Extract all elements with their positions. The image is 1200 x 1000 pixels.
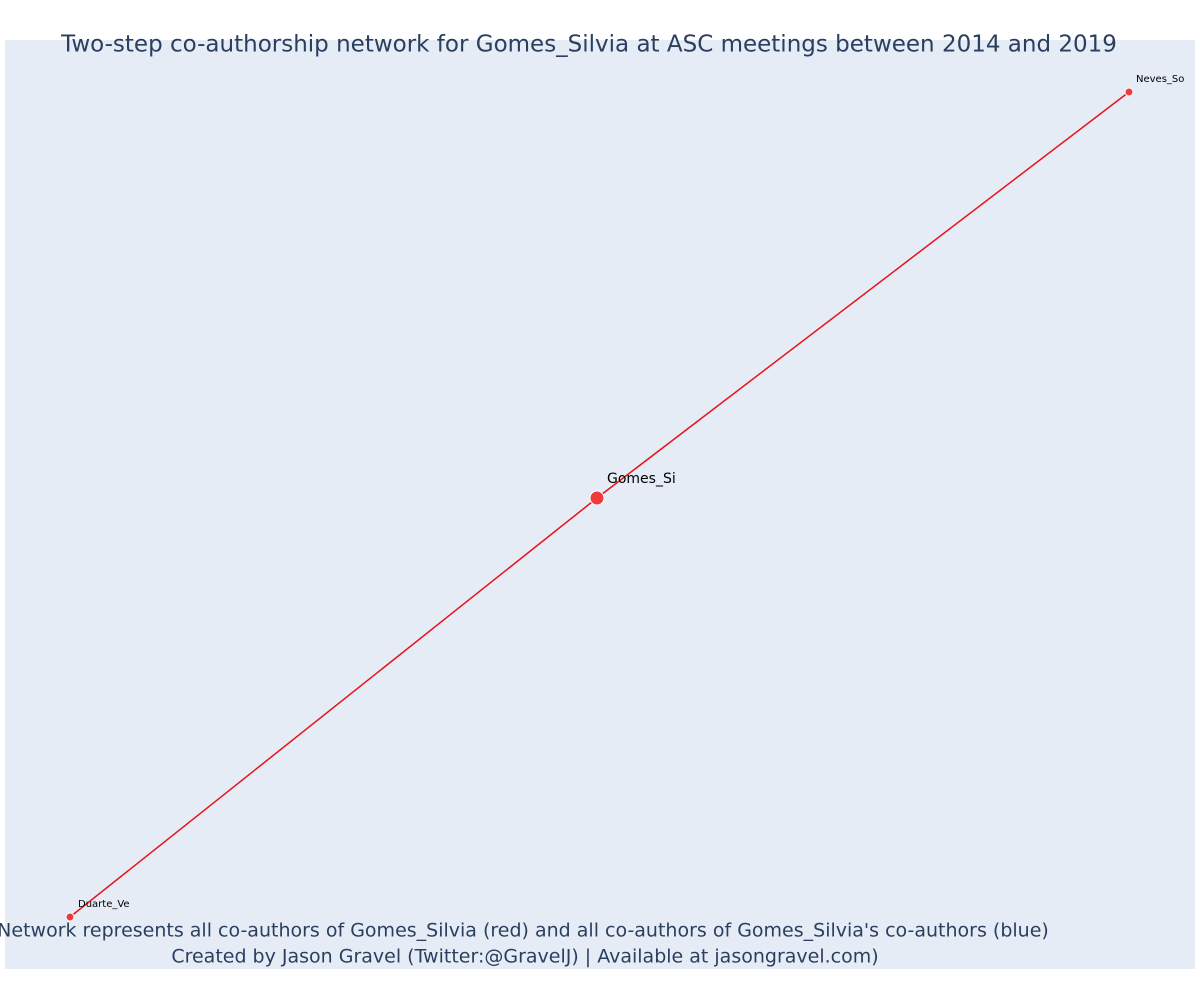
node: [589, 490, 605, 506]
node-label: Gomes_Si: [607, 471, 676, 487]
edge: [69, 497, 598, 918]
node-label: Neves_So: [1136, 74, 1184, 85]
footnote: Created by Jason Gravel (Twitter:@Gravel…: [171, 946, 878, 968]
title: Two-step co-authorship network for Gomes…: [60, 32, 1117, 58]
node-label: Duarte_Ve: [78, 899, 130, 910]
node: [1124, 87, 1134, 97]
edge: [596, 91, 1130, 499]
footnote: Network represents all co-authors of Gom…: [0, 920, 1049, 942]
node: [65, 912, 75, 922]
